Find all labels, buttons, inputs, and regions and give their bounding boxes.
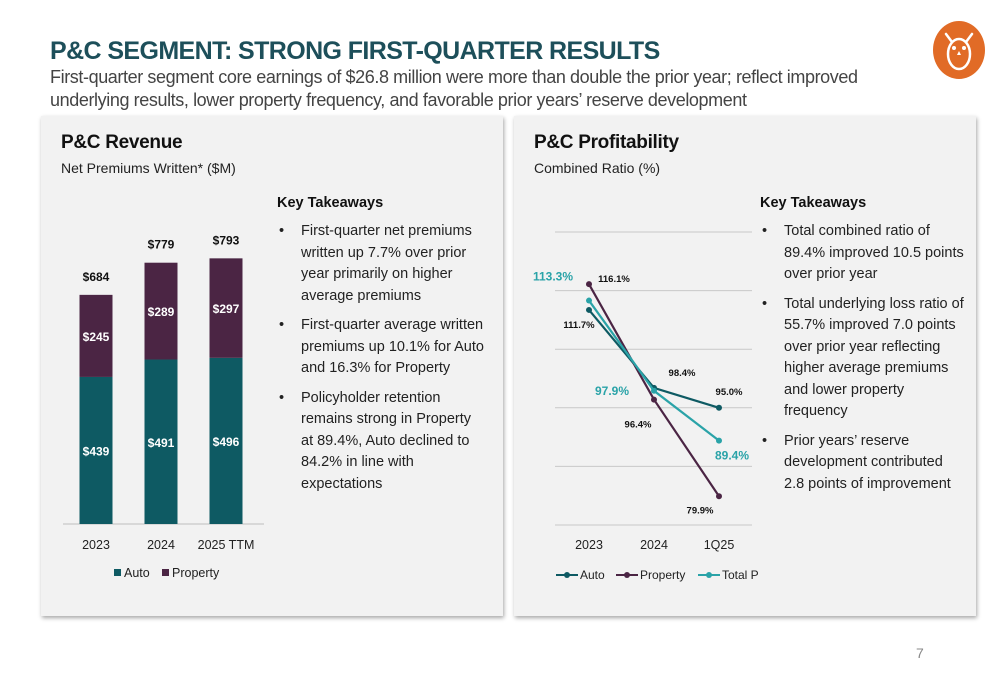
legend-label: Total P&C (722, 568, 759, 582)
profitability-panel-subtitle: Combined Ratio (%) (534, 160, 661, 176)
page-subtitle: First-quarter segment core earnings of $… (50, 67, 858, 110)
bar-total-label: $684 (83, 270, 110, 284)
point-data-label: 111.7% (563, 320, 595, 331)
point-data-label: 113.3% (533, 270, 573, 284)
page-number: 7 (916, 645, 924, 661)
takeaway-bullet: First-quarter net premiums written up 7.… (277, 221, 487, 307)
x-tick-label: 2023 (82, 538, 110, 552)
profitability-key-takeaways: Key Takeaways Total combined ratio of 89… (760, 195, 966, 503)
page-title: P&C SEGMENT: STRONG FIRST-QUARTER RESULT… (50, 37, 660, 65)
revenue-panel-title: P&C Revenue (61, 132, 183, 153)
series-line-total-p-c (588, 299, 720, 442)
point-data-label: 116.1% (598, 274, 630, 285)
bar-segment-auto (144, 359, 178, 524)
key-takeaways-heading: Key Takeaways (277, 195, 384, 211)
series-point (586, 297, 592, 304)
x-tick-label: 2025 TTM (198, 538, 255, 552)
takeaway-bullet: Prior years’ reserve development contrib… (760, 431, 966, 496)
series-point (586, 281, 592, 288)
series-point (651, 396, 657, 403)
bar-segment-property (144, 262, 178, 360)
legend-label: Property (172, 566, 220, 580)
series-point (651, 387, 657, 394)
legend-marker (564, 572, 570, 578)
legend-label: Auto (580, 568, 605, 582)
bar-data-label: $297 (213, 302, 240, 316)
revenue-bar-chart: $439 $245 $684 2023 $491 $289 $779 2024 $496 $297… (63, 233, 264, 580)
revenue-panel-subtitle: Net Premiums Written* ($M) (61, 160, 236, 176)
point-data-label: 95.0% (716, 387, 743, 398)
legend-label: Property (640, 568, 685, 582)
key-takeaways-heading: Key Takeaways (760, 195, 867, 211)
bar-total-label: $779 (148, 238, 175, 252)
series-point (716, 404, 722, 411)
takeaway-bullet: First-quarter average written premiums u… (277, 315, 487, 380)
owl-logo-icon (933, 21, 985, 79)
legend-swatch-auto (114, 569, 121, 576)
takeaway-bullet: Policyholder retention remains strong in… (277, 388, 487, 496)
x-tick-label: 1Q25 (704, 538, 735, 552)
revenue-key-takeaways: Key Takeaways First-quarter net premiums… (277, 195, 487, 503)
bar-data-label: $289 (148, 305, 175, 319)
series-point (716, 437, 722, 444)
revenue-panel: P&C Revenue Net Premiums Written* ($M) $… (41, 116, 503, 616)
bar-data-label: $245 (83, 330, 110, 344)
combined-ratio-line-chart: 111.7% 98.4% 95.0% 116.1% 96.4% 79.9% 113.3% 97… (533, 231, 759, 582)
x-tick-label: 2024 (147, 538, 175, 552)
legend-swatch-property (162, 569, 169, 576)
point-data-label: 97.9% (595, 384, 629, 398)
x-tick-label: 2024 (640, 538, 668, 552)
point-data-label: 89.4% (715, 449, 749, 463)
series-point (716, 493, 722, 500)
x-tick-label: 2023 (575, 538, 603, 552)
point-data-label: 98.4% (669, 368, 696, 379)
profitability-panel: P&C Profitability Combined Ratio (%) 111… (514, 116, 976, 616)
legend-label: Auto (124, 566, 150, 580)
bar-data-label: $496 (213, 435, 240, 449)
profitability-panel-title: P&C Profitability (534, 132, 679, 153)
bar-segment-auto (79, 376, 113, 524)
takeaway-bullet: Total underlying loss ratio of 55.7% imp… (760, 294, 966, 423)
legend-marker (706, 572, 712, 578)
bar-segment-auto (209, 357, 243, 524)
bar-segment-property (209, 258, 243, 358)
point-data-label: 96.4% (625, 420, 652, 431)
bar-data-label: $491 (148, 436, 175, 450)
legend-marker (624, 572, 630, 578)
series-point (586, 306, 592, 313)
point-data-label: 79.9% (687, 505, 714, 516)
bar-total-label: $793 (213, 233, 240, 247)
takeaway-bullet: Total combined ratio of 89.4% improved 1… (760, 221, 966, 286)
bar-segment-property (79, 294, 113, 377)
bar-data-label: $439 (83, 444, 110, 458)
